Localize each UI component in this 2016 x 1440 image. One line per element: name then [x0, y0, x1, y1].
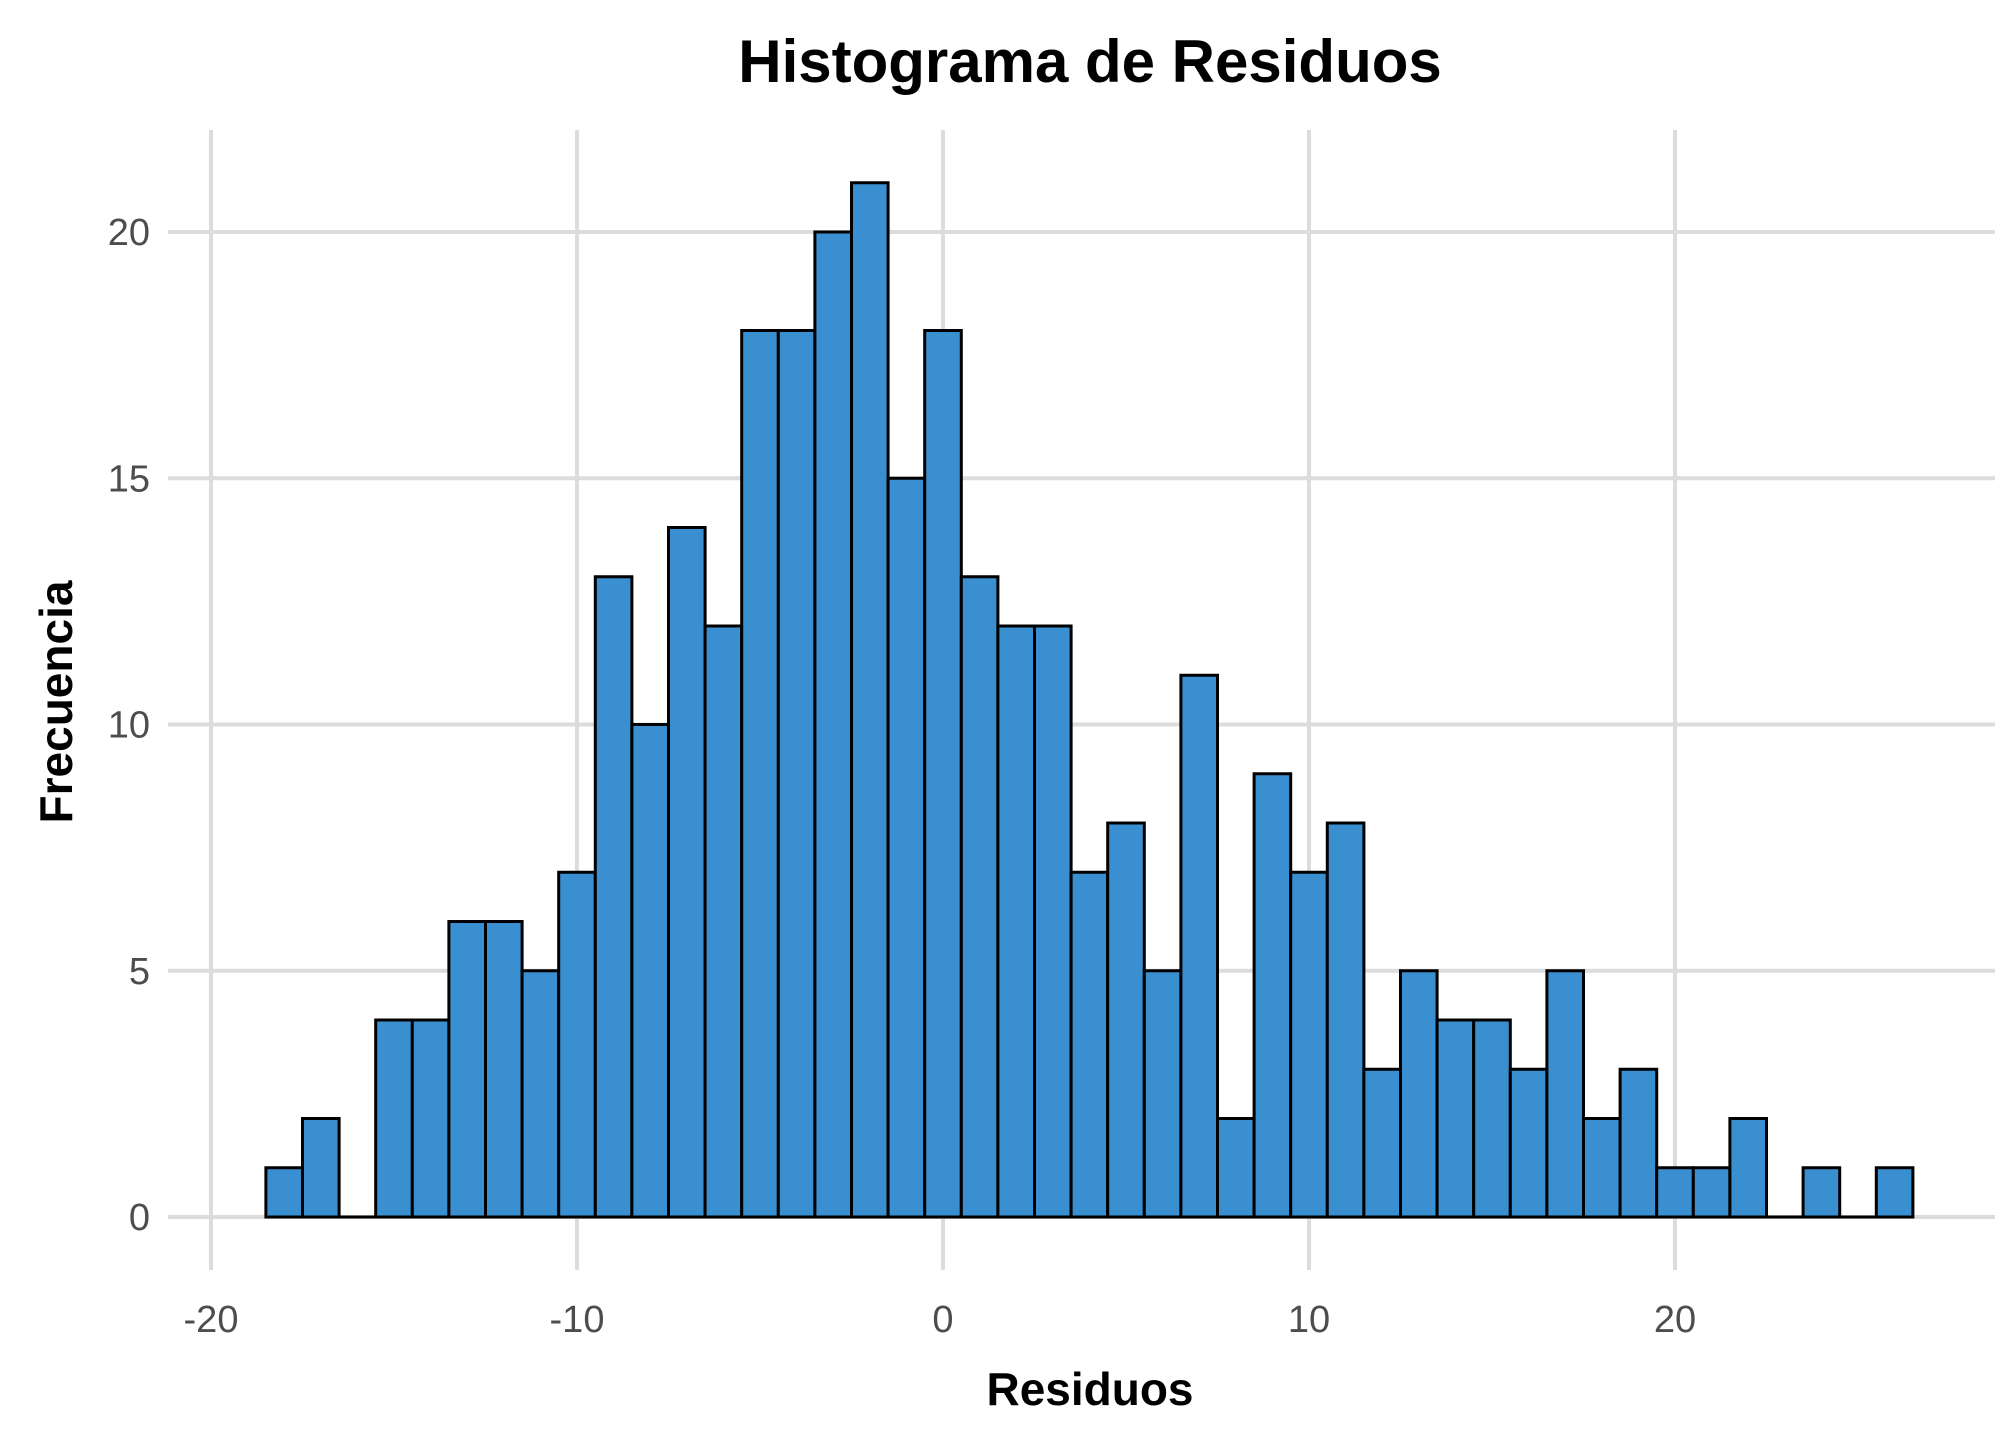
histogram-bar — [703, 624, 744, 1219]
x-tick-label: -10 — [550, 1299, 605, 1341]
histogram-bar — [1691, 1166, 1732, 1219]
histogram-bar — [740, 329, 780, 1219]
histogram-bar — [520, 969, 561, 1219]
histogram-bar — [1399, 969, 1439, 1219]
histogram-bar — [1618, 1067, 1659, 1219]
histogram-bar — [1069, 870, 1110, 1219]
histogram-bar — [1435, 1018, 1476, 1219]
histogram-bar — [1874, 1166, 1915, 1219]
histogram-bar — [1545, 969, 1586, 1219]
x-tick-label: 10 — [1288, 1299, 1330, 1341]
x-tick-label: 0 — [932, 1299, 953, 1341]
histogram-bars — [264, 181, 1915, 1219]
histogram-bar — [410, 1018, 451, 1219]
x-tick-label: 20 — [1654, 1299, 1696, 1341]
histogram-bar — [1801, 1166, 1842, 1219]
histogram-bar — [1142, 969, 1183, 1219]
x-axis-ticks: -20 -10 0 10 20 — [184, 1299, 1697, 1341]
histogram-bar — [301, 1117, 341, 1219]
x-tick-label: -20 — [184, 1299, 239, 1341]
histogram-bar — [447, 920, 487, 1219]
histogram-bar — [996, 624, 1037, 1219]
y-tick-label: 15 — [108, 458, 150, 500]
histogram-bar — [264, 1166, 304, 1219]
histogram-bar — [1033, 624, 1073, 1219]
histogram-bar — [1216, 1117, 1256, 1219]
histogram-bar — [1508, 1067, 1549, 1219]
y-tick-label: 20 — [108, 212, 150, 254]
histogram-bar — [813, 230, 854, 1219]
histogram-bar — [667, 526, 707, 1219]
histogram-bar — [557, 870, 597, 1219]
histogram-bar — [1179, 673, 1220, 1219]
histogram-bar — [1106, 821, 1146, 1219]
histogram-bar — [850, 181, 890, 1219]
histogram-bar — [1252, 772, 1293, 1219]
histogram-bar — [1655, 1166, 1695, 1219]
histogram-bar — [1325, 821, 1366, 1219]
histogram-bar — [776, 329, 817, 1219]
x-axis-label: Residuos — [986, 1363, 1193, 1415]
histogram-bar — [886, 476, 927, 1219]
histogram-bar — [1289, 870, 1329, 1219]
histogram-bar — [923, 329, 963, 1219]
chart-title: Histograma de Residuos — [738, 28, 1442, 95]
y-tick-label: 5 — [129, 951, 150, 993]
histogram-bar — [1362, 1067, 1403, 1219]
y-axis-label: Frecuencia — [30, 580, 82, 823]
histogram-bar — [630, 723, 671, 1219]
y-axis-ticks: 0 5 10 15 20 — [108, 212, 150, 1239]
y-tick-label: 10 — [108, 705, 150, 747]
histogram-bar — [484, 920, 524, 1219]
histogram-bar — [1728, 1117, 1769, 1219]
y-tick-label: 0 — [129, 1197, 150, 1239]
histogram-bar — [1472, 1018, 1512, 1219]
histogram-bar — [1582, 1117, 1622, 1219]
histogram-bar — [374, 1018, 414, 1219]
histogram-bar — [593, 575, 634, 1219]
histogram-bar — [959, 575, 1000, 1219]
